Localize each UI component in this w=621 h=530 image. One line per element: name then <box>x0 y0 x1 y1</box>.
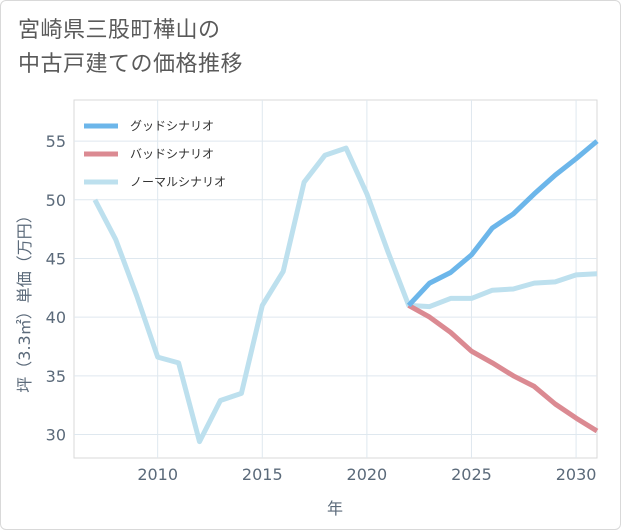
y-axis-title: 坪（3.3㎡）単価（万円） <box>15 207 34 392</box>
series-line-0 <box>406 139 599 308</box>
series-line-1 <box>407 303 599 434</box>
plot-area <box>73 99 598 459</box>
x-tick-label-0: 2010 <box>137 465 178 484</box>
x-axis-title: 年 <box>327 499 343 518</box>
legend-label-2: ノーマルシナリオ <box>130 175 226 189</box>
x-tick-label-3: 2025 <box>451 465 492 484</box>
y-tick-label-2: 40 <box>46 308 66 327</box>
chart-title: 宮崎県三股町樺山の 中古戸建ての価格推移 <box>18 14 578 82</box>
legend-label-1: バッドシナリオ <box>130 147 214 161</box>
y-tick-labels: 30 35 40 45 50 55 <box>46 132 66 444</box>
y-tick-label-5: 55 <box>46 132 66 151</box>
x-tick-labels: 2010 2015 2020 2025 2030 <box>137 465 596 484</box>
y-tick-label-1: 35 <box>46 367 66 386</box>
chart-title-line-1: 宮崎県三股町樺山の <box>18 18 221 43</box>
chart-title-line-2: 中古戸建ての価格推移 <box>18 52 244 77</box>
y-tick-label-4: 50 <box>46 191 66 210</box>
series-line-2 <box>92 145 598 445</box>
series-lines <box>92 139 599 445</box>
x-tick-label-1: 2015 <box>242 465 283 484</box>
x-tick-label-2: 2020 <box>347 465 388 484</box>
y-tick-label-3: 45 <box>46 249 66 268</box>
legend-label-0: グッドシナリオ <box>130 119 214 133</box>
y-tick-label-0: 30 <box>46 426 66 445</box>
x-tick-label-4: 2030 <box>556 465 597 484</box>
